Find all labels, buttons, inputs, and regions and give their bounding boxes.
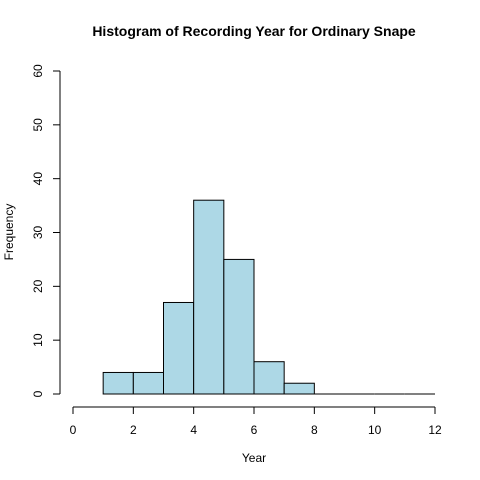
histogram-bar-3: [193, 199, 225, 395]
bars-group: [102, 199, 435, 395]
y-tick-label: 50: [31, 118, 45, 132]
x-tick-label: 10: [368, 423, 382, 437]
x-tick-label: 2: [130, 423, 137, 437]
x-axis-label: Year: [242, 451, 266, 465]
histogram-bar-5: [253, 361, 285, 395]
y-tick-label: 30: [31, 226, 45, 240]
x-tick-label: 12: [428, 423, 442, 437]
histogram-bar-1: [132, 371, 164, 395]
x-tick-label: 0: [70, 423, 77, 437]
y-tick-label: 60: [31, 64, 45, 78]
histogram-bar-2: [163, 301, 195, 395]
histogram-bar-0: [102, 371, 134, 395]
chart-title: Histogram of Recording Year for Ordinary…: [92, 23, 416, 39]
x-tick-label: 4: [190, 423, 197, 437]
x-tick-label: 6: [251, 423, 258, 437]
x-tick-label: 8: [311, 423, 318, 437]
y-tick-label: 20: [31, 279, 45, 293]
histogram-bar-6: [283, 382, 315, 395]
y-tick-label: 40: [31, 172, 45, 186]
y-tick-label: 10: [31, 333, 45, 347]
y-axis: 0 10 20 30 40 50 60: [31, 64, 61, 397]
x-axis: 0 2 4 6 8 10 12: [70, 406, 442, 437]
y-tick-label: 0: [31, 390, 45, 397]
histogram-bar-4: [223, 258, 255, 395]
y-axis-label: Frequency: [2, 204, 16, 261]
